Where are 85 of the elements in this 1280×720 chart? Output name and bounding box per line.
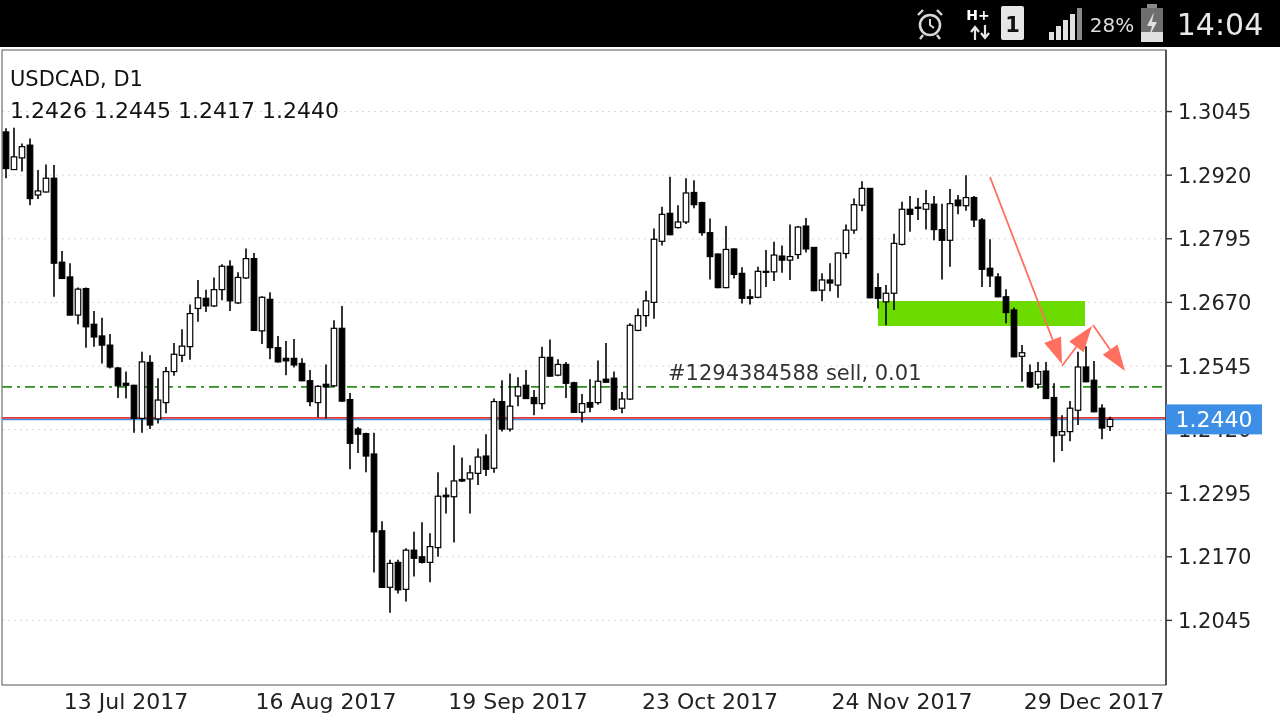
x-tick-label: 23 Oct 2017 bbox=[641, 689, 779, 714]
candlestick bbox=[1082, 345, 1090, 384]
candlestick bbox=[122, 370, 130, 400]
candlestick bbox=[482, 433, 490, 477]
candlestick bbox=[642, 289, 650, 328]
candlestick bbox=[466, 464, 474, 515]
candlestick bbox=[826, 262, 834, 292]
candlestick bbox=[194, 279, 202, 323]
candlestick bbox=[746, 288, 754, 306]
candlestick bbox=[154, 377, 162, 425]
candlestick bbox=[514, 376, 522, 407]
y-tick-label: 1.2670 bbox=[1178, 290, 1252, 315]
candlestick bbox=[1098, 403, 1106, 441]
x-tick-label: 13 Jul 2017 bbox=[63, 689, 189, 714]
candlestick bbox=[354, 426, 362, 454]
candlestick bbox=[90, 310, 98, 348]
candlestick bbox=[586, 378, 594, 414]
x-tick-label: 19 Sep 2017 bbox=[448, 689, 588, 714]
candlestick bbox=[786, 223, 794, 281]
candlestick bbox=[106, 333, 114, 370]
y-tick-label: 1.2920 bbox=[1178, 163, 1252, 188]
candlestick bbox=[362, 431, 370, 474]
candlestick bbox=[770, 241, 778, 282]
candlestick bbox=[98, 316, 106, 365]
candlestick bbox=[210, 276, 218, 308]
candlestick bbox=[42, 163, 50, 194]
candlestick bbox=[874, 272, 882, 310]
candlestick bbox=[818, 272, 826, 303]
ref-line-label: #1294384588 sell, 0.01 bbox=[668, 360, 922, 385]
candlestick bbox=[914, 197, 922, 221]
y-tick-label: 1.2545 bbox=[1178, 354, 1252, 379]
candlestick bbox=[1058, 414, 1066, 452]
candlestick bbox=[34, 169, 42, 200]
candlestick bbox=[274, 335, 282, 364]
candlestick bbox=[954, 194, 962, 216]
candlestick bbox=[986, 238, 994, 288]
candlestick bbox=[922, 189, 930, 231]
candlestick bbox=[938, 202, 946, 281]
candlestick bbox=[562, 361, 570, 399]
candlestick bbox=[242, 247, 250, 280]
candlestick bbox=[10, 127, 18, 171]
y-tick-label: 1.2045 bbox=[1178, 608, 1252, 633]
text: 1.2426 1.2445 1.2417 1.2440 bbox=[10, 98, 339, 123]
candlestick bbox=[1002, 288, 1010, 325]
text: 1 bbox=[1005, 13, 1020, 37]
candlestick bbox=[706, 217, 714, 281]
candlestick bbox=[1034, 361, 1042, 390]
candlestick bbox=[858, 180, 866, 213]
candlestick bbox=[842, 223, 850, 260]
ref-line-label: 1.2440 bbox=[1175, 407, 1253, 433]
x-tick-label: 16 Aug 2017 bbox=[255, 689, 397, 714]
y-tick-label: 1.2170 bbox=[1178, 545, 1252, 570]
candlestick bbox=[618, 391, 626, 415]
y-tick-label: 1.2795 bbox=[1178, 227, 1252, 252]
x-tick-label: 24 Nov 2017 bbox=[831, 689, 973, 714]
candlestick bbox=[114, 366, 122, 399]
y-tick-label: 1.3045 bbox=[1178, 100, 1252, 125]
candlestick bbox=[506, 372, 514, 433]
candlestick bbox=[450, 444, 458, 544]
candlestick bbox=[386, 559, 394, 614]
candlestick bbox=[426, 532, 434, 584]
candlestick bbox=[546, 338, 554, 378]
candlestick bbox=[674, 204, 682, 230]
text: 28% bbox=[1089, 13, 1135, 37]
candlestick bbox=[290, 338, 298, 369]
candlestick bbox=[282, 340, 290, 376]
candlestick bbox=[418, 521, 426, 565]
candlestick bbox=[306, 369, 314, 407]
candlestick bbox=[458, 456, 466, 483]
candlestick bbox=[1018, 344, 1026, 383]
candlestick bbox=[802, 217, 810, 254]
candlestick bbox=[778, 244, 786, 274]
candlestick bbox=[202, 288, 210, 313]
candlestick bbox=[18, 142, 26, 173]
candlestick bbox=[178, 328, 186, 363]
text: USDCAD, D1 bbox=[10, 67, 143, 91]
candlestick bbox=[762, 249, 770, 288]
candlestick bbox=[474, 447, 482, 486]
y-tick-label: 1.2295 bbox=[1178, 481, 1252, 506]
candlestick bbox=[882, 284, 890, 327]
text: H+ bbox=[966, 7, 990, 23]
candlestick bbox=[970, 195, 978, 228]
x-tick-label: 29 Dec 2017 bbox=[1023, 689, 1165, 714]
text: 14:04 bbox=[1176, 7, 1264, 42]
candlestick bbox=[578, 393, 586, 424]
